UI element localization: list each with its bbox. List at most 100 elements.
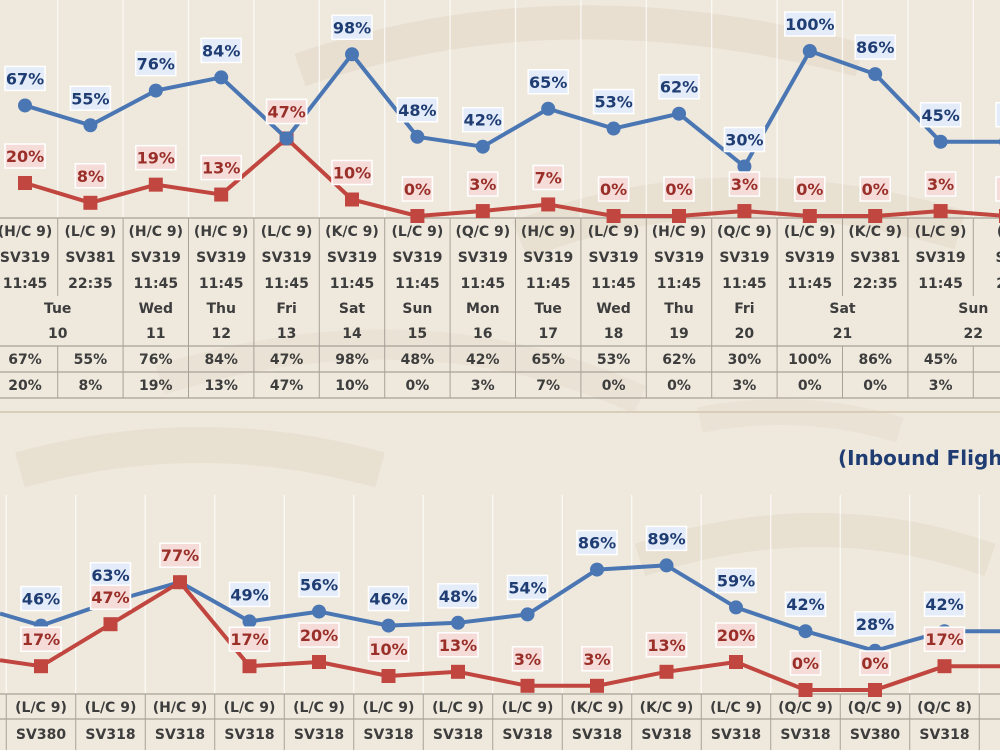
class-cell: (Q xyxy=(997,224,1000,240)
top-blue-label: 62% xyxy=(660,78,698,97)
bottom-blue-label-box xyxy=(715,567,757,594)
time-cell: 11:45 xyxy=(330,276,375,292)
top-red-series-point xyxy=(18,176,32,190)
time-cell: 11:45 xyxy=(918,276,963,292)
top-red-series-point xyxy=(410,209,425,223)
load-row2-cell: 8% xyxy=(79,378,103,394)
date-label-10: 20 xyxy=(735,326,755,342)
top-red-series-point xyxy=(345,192,359,207)
bottom-red-label: 0% xyxy=(792,654,819,673)
time-cell: 11:45 xyxy=(134,276,179,292)
date-label-6: 16 xyxy=(473,326,492,342)
bottom-blue-label-box xyxy=(506,574,549,601)
top-red-label: 0% xyxy=(600,180,627,199)
bottom-flight-cell: SV380 xyxy=(850,727,900,743)
top-red-label-box xyxy=(859,176,891,202)
bottom-red-series-point xyxy=(520,678,535,693)
bottom-red-label: 77% xyxy=(161,546,199,565)
top-red-series-point xyxy=(933,204,948,219)
top-blue-label-box xyxy=(658,73,700,100)
date-label-11: 21 xyxy=(833,326,852,342)
top-blue-label: 100% xyxy=(785,15,834,34)
top-blue-series-point xyxy=(541,101,556,116)
top-blue-series-point xyxy=(868,67,883,82)
class-cell: (Q/C 9) xyxy=(717,224,772,240)
bottom-red-label-box xyxy=(228,626,271,652)
bottom-red-label: 10% xyxy=(369,640,407,659)
bottom-red-label: 17% xyxy=(230,630,268,649)
top-blue-label-box xyxy=(396,97,439,123)
top-blue-label-box xyxy=(919,102,962,128)
bottom-blue-label-box xyxy=(367,585,410,612)
bottom-blue-series-point xyxy=(312,604,326,619)
bottom-red-series-point xyxy=(173,575,187,590)
time-cell: 11:45 xyxy=(199,276,244,292)
top-red-series-point xyxy=(148,177,163,192)
top-blue-label-box xyxy=(854,34,896,60)
top-blue-series-point xyxy=(410,129,425,144)
bottom-flight-cell: SV318 xyxy=(224,727,274,743)
bottom-blue-label-box xyxy=(854,611,896,637)
load-row2-cell: 19% xyxy=(139,378,173,394)
bottom-blue-series-point xyxy=(381,618,396,633)
class-cell: (L/C 9) xyxy=(65,224,117,240)
top-red-series-point xyxy=(83,195,98,210)
bottom-blue-series-point xyxy=(798,624,813,639)
bottom-red-label: 47% xyxy=(91,588,129,607)
flight-cell: SV319 xyxy=(719,250,769,266)
load-row2-cell: 3% xyxy=(733,378,757,394)
bottom-blue-label-box xyxy=(437,583,479,609)
top-blue-label-box xyxy=(135,50,177,77)
date-label-12: 22 xyxy=(964,326,983,342)
top-red-label: 0% xyxy=(862,180,889,199)
load-row2-cell: 0% xyxy=(798,378,822,394)
bottom-red-label: 20% xyxy=(717,626,755,645)
bottom-class-cell: (K/C 9) xyxy=(570,700,624,716)
day-label-4: Sat xyxy=(339,301,366,317)
bottom-blue-label: 89% xyxy=(647,529,685,548)
time-cell: 22:35 xyxy=(853,276,898,292)
top-red-label-box xyxy=(995,176,1000,202)
top-blue-label: 55% xyxy=(71,89,109,108)
bottom-class-cell: (L/C 9) xyxy=(710,700,762,716)
top-red-label-box xyxy=(135,144,177,171)
bottom-blue-label: 28% xyxy=(856,615,894,634)
class-cell: (L/C 9) xyxy=(915,224,967,240)
bottom-flight-cell: SV318 xyxy=(155,727,205,743)
top-blue-label: 30% xyxy=(725,131,763,150)
top-red-label-box xyxy=(401,176,434,202)
top-blue-label: 42% xyxy=(464,111,502,130)
load-row2-cell: 10% xyxy=(335,378,369,394)
load-row1-cell: 55% xyxy=(74,352,108,368)
top-blue-label: 67% xyxy=(6,69,44,88)
load-row1-cell: 47% xyxy=(270,352,304,368)
top-blue-label: 53% xyxy=(594,93,632,112)
top-red-series-point xyxy=(868,209,883,223)
top-blue-series-point xyxy=(737,159,752,174)
top-red-label: 3% xyxy=(731,175,758,194)
bottom-red-label-box xyxy=(367,636,410,662)
date-label-9: 19 xyxy=(669,326,688,342)
top-blue-label-box xyxy=(4,65,46,92)
bottom-red-label: 20% xyxy=(300,626,338,645)
bottom-blue-label: 46% xyxy=(369,590,407,609)
top-red-label: 8% xyxy=(77,167,104,186)
day-label-6: Mon xyxy=(466,301,500,317)
bottom-class-cell: (K/C 9) xyxy=(640,700,694,716)
bottom-class-cell: (L/C 9) xyxy=(15,700,67,716)
bottom-red-label-box xyxy=(298,622,340,648)
top-blue-label-box xyxy=(995,102,1000,128)
bottom-blue-label-box xyxy=(645,525,688,552)
date-label-7: 17 xyxy=(538,326,557,342)
time-cell: 11:45 xyxy=(461,276,506,292)
bottom-red-label-box xyxy=(645,632,688,658)
load-row1-cell: 100% xyxy=(788,352,831,368)
top-blue-series-point xyxy=(345,47,359,62)
class-cell: (L/C 9) xyxy=(392,224,444,240)
class-cell: (L/C 9) xyxy=(588,224,640,240)
bottom-blue-label-box xyxy=(228,581,271,608)
top-blue-label: 84% xyxy=(202,41,240,60)
bottom-flight-cell: SV318 xyxy=(502,727,552,743)
bottom-red-series-point xyxy=(451,664,465,679)
